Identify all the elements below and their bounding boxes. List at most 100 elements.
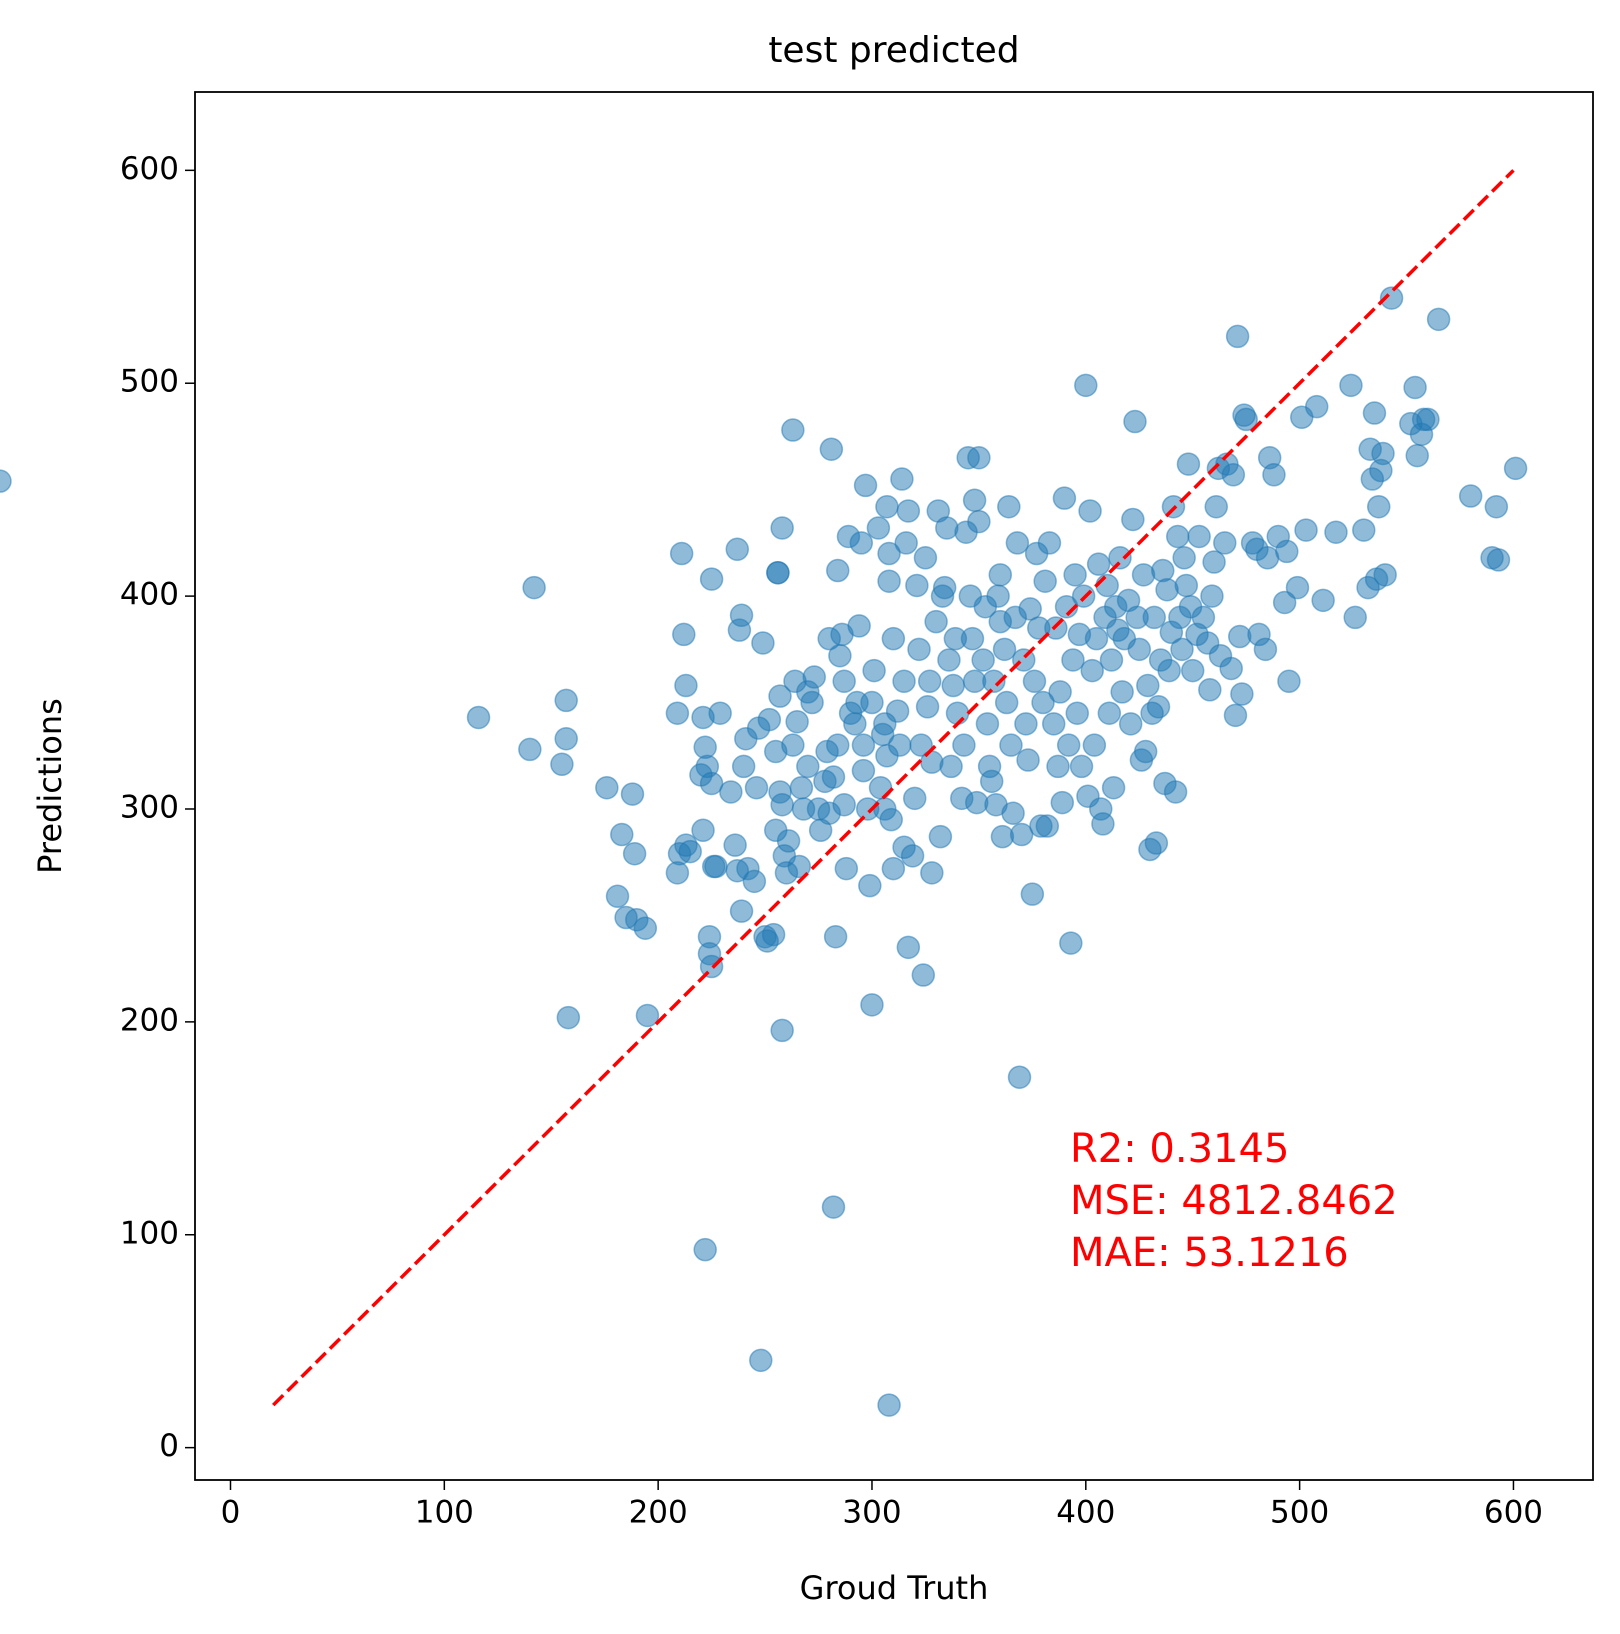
point (766, 560, 790, 585)
point (1110, 680, 1134, 704)
point (826, 558, 850, 583)
point (1108, 546, 1132, 570)
point (1091, 812, 1115, 836)
point (1503, 456, 1528, 481)
point (1426, 307, 1451, 332)
point (1180, 658, 1205, 683)
point (1221, 463, 1246, 487)
point (1204, 494, 1228, 519)
point (674, 673, 698, 698)
point (1362, 401, 1387, 425)
point (1165, 524, 1190, 549)
point (819, 437, 844, 461)
point (1035, 814, 1060, 838)
point (1099, 648, 1124, 672)
point (1086, 552, 1111, 576)
point (986, 584, 1010, 608)
point (518, 737, 542, 762)
point (789, 775, 814, 800)
point (595, 775, 619, 800)
point (678, 839, 702, 864)
point (941, 673, 965, 698)
point (719, 780, 743, 804)
point (1022, 669, 1047, 694)
point (757, 707, 782, 732)
point (1155, 577, 1179, 602)
point (1294, 518, 1318, 542)
point (1065, 701, 1089, 725)
point (920, 750, 944, 774)
point (982, 669, 1006, 694)
y-tick-label: 500 (120, 364, 179, 400)
point (554, 726, 578, 751)
point (1123, 409, 1147, 434)
point (729, 603, 754, 628)
point (635, 1003, 660, 1028)
point (556, 1005, 581, 1030)
point (994, 690, 1019, 715)
point (1230, 682, 1254, 706)
point (1371, 441, 1395, 466)
point (881, 856, 906, 881)
point (1191, 605, 1216, 630)
point (879, 807, 903, 832)
point (605, 884, 630, 909)
point (770, 1018, 794, 1043)
point (800, 690, 824, 715)
point (1172, 546, 1196, 570)
point (849, 531, 874, 555)
point (832, 792, 856, 817)
point (672, 622, 696, 647)
point (877, 541, 901, 566)
point (902, 786, 927, 811)
point (935, 516, 959, 540)
point (1142, 605, 1166, 630)
point (1187, 524, 1211, 549)
point (781, 418, 805, 442)
point (823, 924, 848, 949)
point (1486, 548, 1511, 572)
point (1277, 669, 1301, 694)
point (1061, 648, 1085, 672)
point (1046, 754, 1070, 779)
y-tick-label: 100 (120, 1215, 179, 1251)
point (945, 701, 970, 725)
point (894, 531, 918, 555)
point (997, 494, 1021, 519)
point (1069, 754, 1094, 779)
point (1016, 748, 1040, 772)
point (802, 665, 826, 689)
y-tick-label: 200 (120, 1002, 179, 1038)
x-tick-label: 500 (1270, 1495, 1329, 1531)
point (1059, 931, 1083, 955)
point (892, 669, 916, 694)
point (785, 709, 809, 734)
point (988, 563, 1013, 587)
point (862, 658, 886, 683)
point (971, 648, 995, 672)
point (1225, 324, 1250, 349)
point (866, 516, 891, 540)
point (708, 701, 732, 725)
point (1101, 775, 1126, 800)
point (554, 688, 578, 713)
point (1056, 733, 1081, 757)
point (751, 631, 775, 655)
point (1097, 701, 1122, 725)
point (1352, 518, 1376, 542)
point (960, 626, 985, 651)
point (1405, 443, 1429, 468)
point (610, 822, 634, 847)
point (1078, 499, 1102, 523)
annotation: MAE: 53.1216 (1070, 1230, 1349, 1276)
point (911, 963, 936, 987)
point (890, 467, 914, 491)
point (979, 769, 1004, 794)
point (1127, 637, 1152, 662)
point (1223, 703, 1248, 728)
point (1234, 407, 1258, 432)
point (952, 733, 976, 757)
point (847, 614, 871, 638)
point (1275, 539, 1299, 564)
point (821, 1195, 846, 1219)
